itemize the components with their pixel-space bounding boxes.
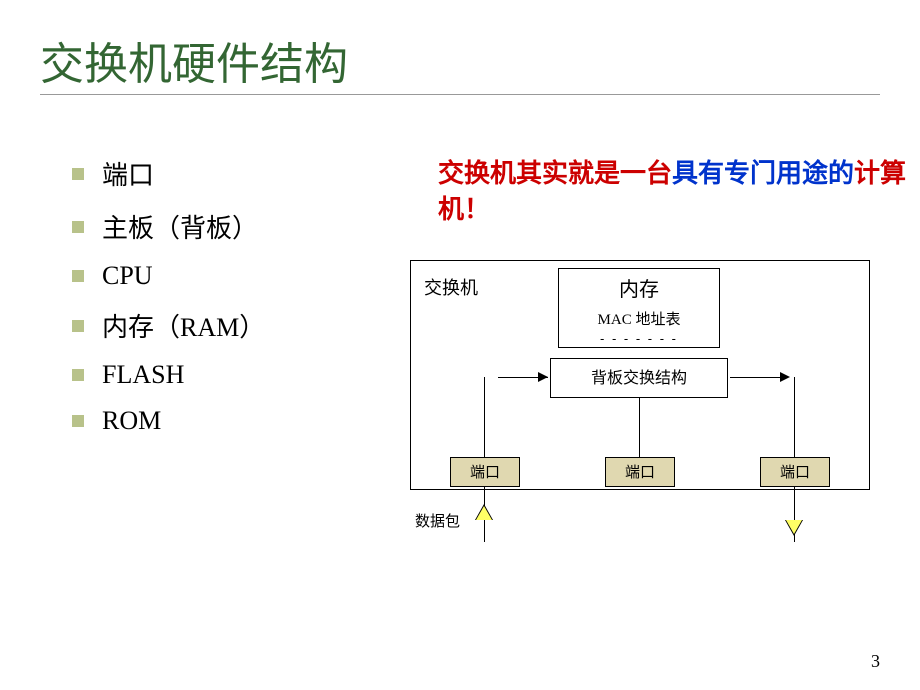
bullet-text: 端口: [102, 155, 154, 192]
arrow-line: [730, 377, 785, 378]
arrow-right-icon: [780, 372, 790, 382]
statement-part: 具有专门用途的: [672, 158, 854, 188]
highlight-statement: 交换机其实就是一台具有专门用途的计算机！: [438, 155, 920, 228]
memory-title: 内存: [559, 273, 719, 302]
slide-title: 交换机硬件结构: [40, 28, 348, 92]
bullet-text: ROM: [102, 406, 161, 436]
bullet-text: CPU: [102, 261, 153, 291]
switch-diagram: 交换机 内存 MAC 地址表 - - - - - - - 背板交换结构 端口 端…: [410, 260, 880, 540]
connector-line: [639, 398, 640, 457]
bullet-icon: [72, 369, 84, 381]
page-number: 3: [871, 651, 880, 672]
bullet-text: FLASH: [102, 360, 184, 390]
list-item: 主板（背板）: [72, 208, 265, 245]
title-underline: [40, 94, 880, 95]
bullet-icon: [72, 168, 84, 180]
bullet-icon: [72, 320, 84, 332]
bullet-list: 端口 主板（背板） CPU 内存（RAM） FLASH ROM: [72, 155, 265, 452]
connector-line: [484, 377, 485, 457]
bullet-icon: [72, 415, 84, 427]
switch-label: 交换机: [424, 274, 478, 300]
port-box: 端口: [760, 457, 830, 487]
arrow-right-icon: [538, 372, 548, 382]
mac-table-label: MAC 地址表: [559, 308, 719, 329]
dashes: - - - - - - -: [559, 331, 719, 346]
bullet-icon: [72, 270, 84, 282]
list-item: 内存（RAM）: [72, 307, 265, 344]
statement-part: 交换机其实就是一台: [438, 158, 672, 188]
list-item: 端口: [72, 155, 265, 192]
bullet-icon: [72, 221, 84, 233]
memory-box: 内存 MAC 地址表 - - - - - - -: [558, 268, 720, 348]
packet-label: 数据包: [415, 510, 460, 531]
connector-line: [794, 377, 795, 457]
backplane-box: 背板交换结构: [550, 358, 728, 398]
port-box: 端口: [605, 457, 675, 487]
bullet-text: 内存（RAM）: [102, 307, 265, 344]
bullet-text: 主板（背板）: [102, 208, 258, 245]
arrow-down-icon: [786, 520, 802, 534]
list-item: ROM: [72, 406, 265, 436]
arrow-up-icon: [476, 506, 492, 520]
list-item: CPU: [72, 261, 265, 291]
list-item: FLASH: [72, 360, 265, 390]
port-box: 端口: [450, 457, 520, 487]
